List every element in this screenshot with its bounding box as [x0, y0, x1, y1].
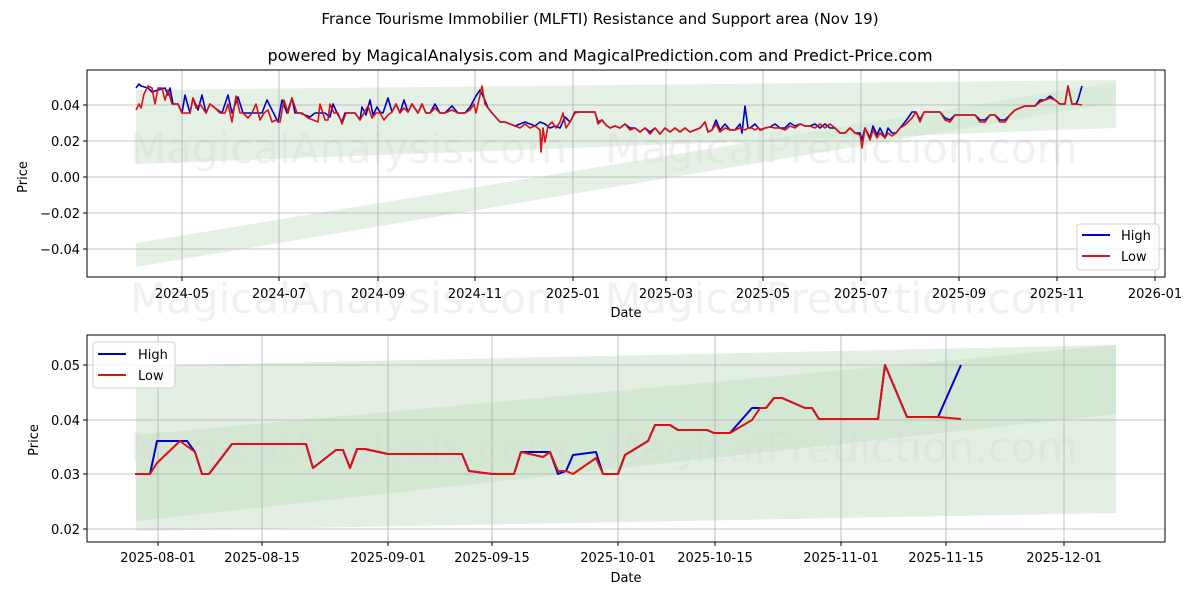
legend-high-label: High — [1121, 229, 1151, 244]
svg-text:2025-09-01: 2025-09-01 — [350, 551, 426, 566]
svg-text:0.03: 0.03 — [51, 468, 80, 483]
bottom-y-ticks: 0.05 0.04 0.03 0.02 — [51, 359, 87, 538]
bottom-band-inner — [136, 345, 1116, 521]
chart-title: France Tourisme Immobilier (MLFTI) Resis… — [321, 10, 879, 28]
svg-text:2024-11: 2024-11 — [448, 287, 502, 302]
bottom-axes-frame — [86, 334, 1166, 543]
top-band-upper — [136, 80, 1116, 164]
bottom-x-ticks: 2025-08-01 2025-08-15 2025-09-01 2025-09… — [120, 542, 1102, 566]
svg-text:2025-12-01: 2025-12-01 — [1026, 551, 1102, 566]
svg-text:0.05: 0.05 — [51, 359, 80, 374]
top-legend: High Low — [1076, 223, 1160, 271]
top-x-ticks: 2024-05 2024-07 2024-09 2024-11 2025-01 … — [155, 277, 1182, 302]
bottom-grid — [87, 335, 1165, 542]
svg-text:2025-10-15: 2025-10-15 — [677, 551, 753, 566]
top-band-lower — [136, 82, 1116, 267]
svg-text:0.02: 0.02 — [51, 135, 80, 150]
svg-text:2025-11-01: 2025-11-01 — [803, 551, 879, 566]
legend-high-label: High — [138, 348, 168, 363]
watermark-text: MagicalAnalysis.com — [130, 124, 567, 173]
top-low-line — [135, 85, 1083, 153]
svg-text:2025-05: 2025-05 — [736, 287, 790, 302]
svg-text:−0.04: −0.04 — [40, 243, 80, 258]
top-chart: MagicalAnalysis.com MagicalPrediction.co… — [16, 69, 1182, 323]
bottom-y-axis-label: Price — [27, 424, 42, 456]
watermark-text: MagicalPrediction.com — [605, 274, 1078, 323]
bottom-x-axis-label: Date — [610, 571, 641, 586]
watermark-text: MagicalPrediction.com — [605, 124, 1078, 173]
svg-text:2026-01: 2026-01 — [1128, 287, 1182, 302]
bottom-legend: High Low — [92, 341, 176, 389]
top-axes-frame — [86, 69, 1166, 278]
svg-text:2025-09: 2025-09 — [932, 287, 986, 302]
svg-text:2025-08-01: 2025-08-01 — [120, 551, 196, 566]
svg-text:2025-03: 2025-03 — [639, 287, 693, 302]
svg-text:0.02: 0.02 — [51, 523, 80, 538]
svg-text:2025-07: 2025-07 — [834, 287, 888, 302]
svg-text:2024-05: 2024-05 — [155, 287, 209, 302]
top-x-axis-label: Date — [610, 306, 641, 321]
svg-text:2025-11: 2025-11 — [1030, 287, 1084, 302]
svg-text:0.00: 0.00 — [51, 171, 80, 186]
legend-low-label: Low — [138, 369, 164, 384]
svg-text:2025-09-15: 2025-09-15 — [454, 551, 530, 566]
bottom-chart: MagicalAnalysis.com MagicalPrediction.co… — [27, 334, 1166, 586]
legend-low-label: Low — [1121, 250, 1147, 265]
watermark-text: MagicalAnalysis.com — [130, 274, 567, 323]
svg-text:2025-10-01: 2025-10-01 — [580, 551, 656, 566]
svg-text:2025-08-15: 2025-08-15 — [224, 551, 300, 566]
svg-text:−0.02: −0.02 — [40, 207, 80, 222]
svg-text:2025-11-15: 2025-11-15 — [908, 551, 984, 566]
bottom-low-line — [135, 364, 962, 475]
chart-subtitle: powered by MagicalAnalysis.com and Magic… — [267, 46, 933, 65]
top-y-ticks: 0.04 0.02 0.00 −0.02 −0.04 — [40, 99, 87, 258]
svg-text:2024-09: 2024-09 — [351, 287, 405, 302]
svg-text:0.04: 0.04 — [51, 414, 80, 429]
svg-text:2025-01: 2025-01 — [546, 287, 600, 302]
svg-text:2024-07: 2024-07 — [252, 287, 306, 302]
top-y-axis-label: Price — [16, 161, 31, 193]
svg-text:0.04: 0.04 — [51, 99, 80, 114]
